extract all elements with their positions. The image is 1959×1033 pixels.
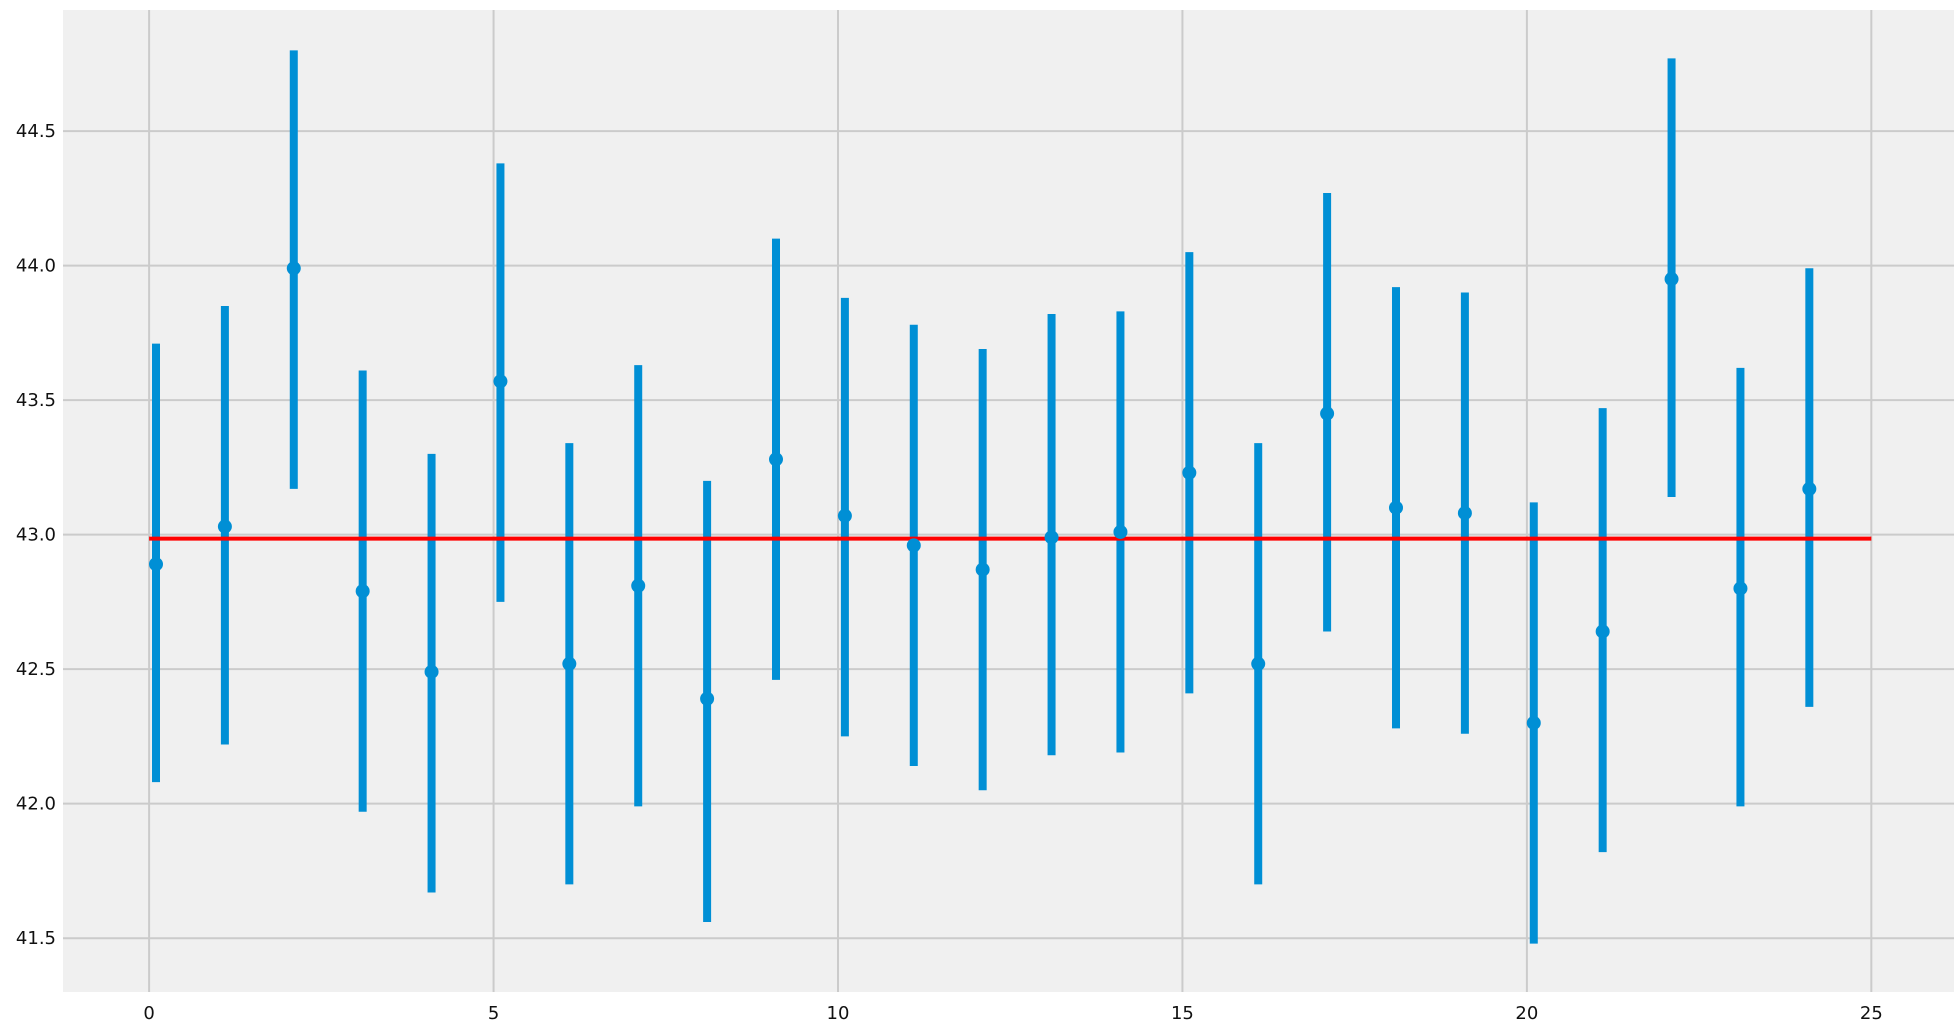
x-tick-label: 5	[488, 1003, 499, 1024]
y-tick-label: 44.5	[16, 121, 56, 142]
data-point	[1595, 624, 1610, 639]
data-point	[700, 691, 715, 706]
data-point	[1389, 500, 1403, 515]
x-tick-label: 10	[827, 1003, 850, 1024]
y-tick-label: 42.5	[16, 659, 56, 680]
data-point	[1664, 272, 1679, 287]
data-point	[1320, 406, 1335, 421]
data-point	[217, 519, 232, 534]
x-tick-label: 0	[143, 1003, 154, 1024]
data-point	[1526, 715, 1541, 730]
y-tick-label: 41.5	[16, 928, 56, 949]
x-axis-ticks: 0 5 10 15 20 25	[143, 1003, 1882, 1024]
y-tick-label: 43.0	[16, 525, 56, 546]
y-tick-label: 42.0	[16, 794, 56, 815]
y-tick-label: 44.0	[16, 256, 56, 277]
data-point	[1113, 524, 1128, 539]
data-markers	[149, 261, 1817, 730]
data-point	[631, 578, 646, 593]
grid	[63, 10, 1954, 992]
data-point	[1457, 506, 1472, 521]
x-tick-label: 15	[1171, 1003, 1194, 1024]
y-axis-ticks: 41.5 42.0 42.5 43.0 43.5 44.0 44.5	[16, 121, 56, 949]
data-point	[493, 374, 508, 389]
data-point	[1733, 581, 1748, 596]
data-point	[149, 557, 163, 572]
data-point	[355, 584, 370, 599]
x-tick-label: 20	[1515, 1003, 1538, 1024]
data-point	[769, 452, 783, 467]
data-point	[286, 261, 301, 276]
plot-background	[63, 10, 1954, 992]
data-point	[1251, 656, 1266, 671]
data-point	[1044, 530, 1059, 545]
data-point	[562, 656, 577, 671]
data-point	[837, 508, 852, 523]
data-point	[906, 538, 921, 553]
y-tick-label: 43.5	[16, 390, 56, 411]
data-point	[975, 562, 990, 577]
x-tick-label: 25	[1860, 1003, 1883, 1024]
data-point	[1802, 481, 1817, 496]
data-point	[1182, 465, 1197, 480]
data-point	[424, 664, 439, 679]
